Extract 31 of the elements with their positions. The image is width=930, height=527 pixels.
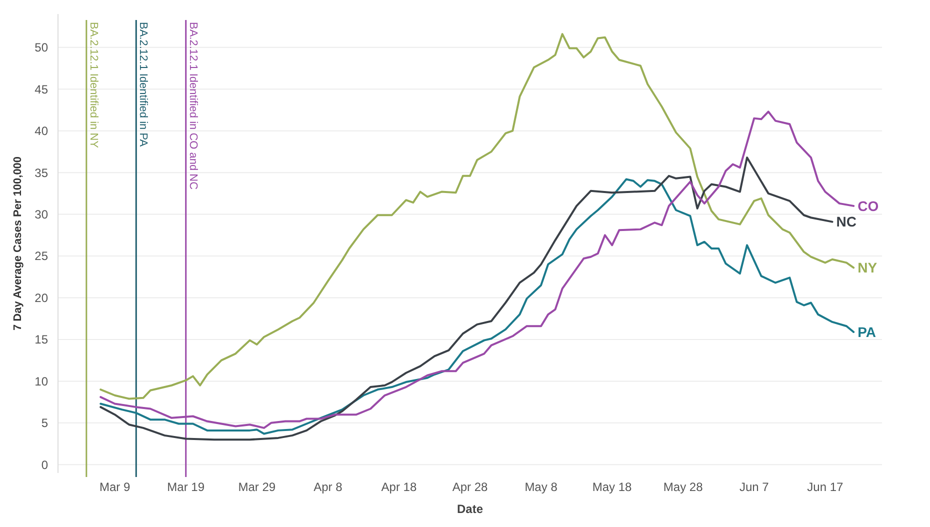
y-tick-label: 0 [41,458,48,472]
x-tick-label: May 28 [663,480,704,494]
y-tick-label: 5 [41,416,48,430]
x-axis-title: Date [456,502,484,516]
y-tick-label: 15 [34,332,48,347]
y-tick-label: 25 [34,249,48,264]
x-tick-label: Mar 19 [167,480,205,494]
y-tick-label: 20 [34,290,48,305]
ref-line-label: BA.2.12.1 Identified in CO and NC [186,22,199,190]
y-tick-label: 40 [34,124,48,138]
y-axis-title: 7 Day Average Cases Per 100,000 [12,156,24,331]
x-tick-label: Jun 17 [807,480,844,494]
y-tick-label: 10 [34,374,48,388]
series-label: PA [858,324,876,340]
x-tick-label: Mar 9 [99,480,130,494]
y-tick-label: 45 [34,82,48,96]
y-tick-label: 50 [34,40,48,55]
y-tick-label: 35 [34,166,48,180]
series-label: NC [836,214,857,230]
x-tick-label: Jun 7 [739,480,770,494]
x-tick-label: Apr 28 [452,480,488,494]
series-label: CO [858,198,879,214]
ref-line-label: BA.2.12.1 Identified in NY [87,22,100,149]
x-tick-label: May 18 [592,480,632,494]
x-tick-label: May 8 [524,480,558,494]
ref-line-label: BA.2.12.1 Identified in PA [137,22,150,148]
series-label: NY [858,260,878,276]
x-tick-label: Apr 8 [314,480,343,494]
x-tick-label: Apr 18 [381,480,417,494]
y-tick-label: 30 [34,207,48,222]
x-tick-label: Mar 29 [238,480,276,494]
